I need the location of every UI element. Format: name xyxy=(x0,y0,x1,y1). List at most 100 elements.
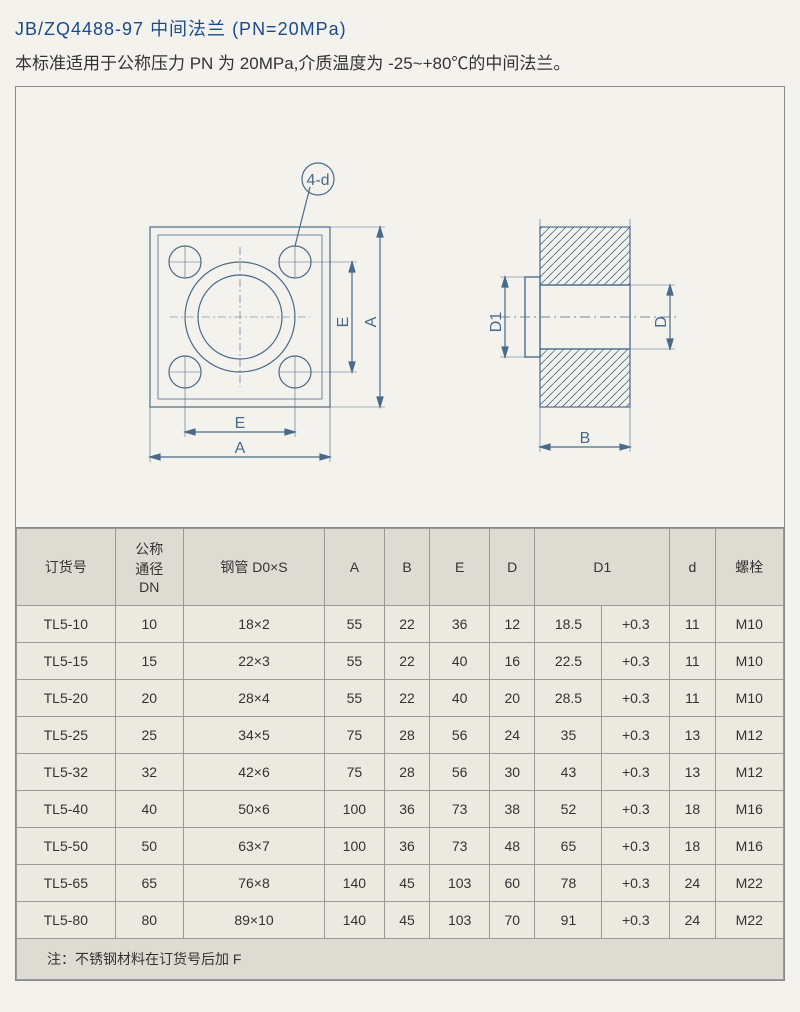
table-cell: 73 xyxy=(430,791,490,828)
svg-text:4-d: 4-d xyxy=(306,172,329,189)
table-cell: 70 xyxy=(490,902,535,939)
table-row: TL5-808089×10140451037091+0.324M22 xyxy=(17,902,784,939)
table-cell: 18×2 xyxy=(183,606,324,643)
table-cell: 91 xyxy=(535,902,602,939)
table-cell: 10 xyxy=(115,606,183,643)
table-cell: 28 xyxy=(384,754,429,791)
table-header: 订货号 xyxy=(17,529,116,606)
table-cell: M22 xyxy=(715,902,783,939)
table-cell: TL5-32 xyxy=(17,754,116,791)
table-cell: 100 xyxy=(325,791,385,828)
svg-text:D1: D1 xyxy=(488,312,505,333)
table-cell: 24 xyxy=(670,902,715,939)
table-cell: 20 xyxy=(490,680,535,717)
table-cell: 24 xyxy=(490,717,535,754)
table-cell: 25 xyxy=(115,717,183,754)
spec-table: 订货号公称通径DN钢管 D0×SABEDD1d螺栓 TL5-101018×255… xyxy=(16,528,784,980)
table-cell: M10 xyxy=(715,606,783,643)
table-cell: 103 xyxy=(430,865,490,902)
table-cell: 75 xyxy=(325,717,385,754)
svg-text:B: B xyxy=(580,430,591,447)
table-cell: 73 xyxy=(430,828,490,865)
svg-text:A: A xyxy=(235,440,246,457)
table-cell: 13 xyxy=(670,754,715,791)
table-cell: 48 xyxy=(490,828,535,865)
table-cell: +0.3 xyxy=(602,902,670,939)
table-cell: 55 xyxy=(325,680,385,717)
page-title: JB/ZQ4488-97 中间法兰 (PN=20MPa) xyxy=(15,15,785,41)
diagram-section: 4-d A E A xyxy=(16,87,784,528)
table-cell: 18 xyxy=(670,791,715,828)
table-cell: +0.3 xyxy=(602,643,670,680)
table-cell: TL5-25 xyxy=(17,717,116,754)
table-cell: TL5-15 xyxy=(17,643,116,680)
table-cell: 65 xyxy=(535,828,602,865)
table-cell: 52 xyxy=(535,791,602,828)
table-cell: 100 xyxy=(325,828,385,865)
table-note: 注：不锈钢材料在订货号后加 F xyxy=(17,939,784,980)
table-cell: 28 xyxy=(384,717,429,754)
table-header: D xyxy=(490,529,535,606)
table-cell: 22 xyxy=(384,606,429,643)
table-cell: 40 xyxy=(430,643,490,680)
table-cell: 16 xyxy=(490,643,535,680)
table-cell: 18.5 xyxy=(535,606,602,643)
table-cell: 28.5 xyxy=(535,680,602,717)
table-cell: TL5-20 xyxy=(17,680,116,717)
table-cell: TL5-50 xyxy=(17,828,116,865)
table-row: TL5-404050×610036733852+0.318M16 xyxy=(17,791,784,828)
table-cell: 50×6 xyxy=(183,791,324,828)
table-cell: 45 xyxy=(384,902,429,939)
table-cell: 35 xyxy=(535,717,602,754)
table-cell: TL5-10 xyxy=(17,606,116,643)
table-cell: M16 xyxy=(715,828,783,865)
table-cell: 40 xyxy=(430,680,490,717)
table-cell: +0.3 xyxy=(602,828,670,865)
table-cell: 22.5 xyxy=(535,643,602,680)
table-row: TL5-252534×57528562435+0.313M12 xyxy=(17,717,784,754)
table-cell: 40 xyxy=(115,791,183,828)
table-cell: +0.3 xyxy=(602,680,670,717)
table-header: 螺栓 xyxy=(715,529,783,606)
table-header: d xyxy=(670,529,715,606)
table-header: D1 xyxy=(535,529,670,606)
table-row: TL5-656576×8140451036078+0.324M22 xyxy=(17,865,784,902)
table-header: E xyxy=(430,529,490,606)
table-cell: 22 xyxy=(384,680,429,717)
table-cell: 89×10 xyxy=(183,902,324,939)
table-header: B xyxy=(384,529,429,606)
svg-text:D: D xyxy=(653,316,670,328)
table-cell: M12 xyxy=(715,717,783,754)
table-row: TL5-151522×35522401622.5+0.311M10 xyxy=(17,643,784,680)
table-cell: 45 xyxy=(384,865,429,902)
front-view-diagram: 4-d A E A xyxy=(90,127,410,487)
table-cell: 140 xyxy=(325,902,385,939)
table-cell: 60 xyxy=(490,865,535,902)
table-cell: M22 xyxy=(715,865,783,902)
table-cell: M12 xyxy=(715,754,783,791)
table-cell: TL5-40 xyxy=(17,791,116,828)
side-view-diagram: D D1 B xyxy=(450,127,710,487)
table-header: 公称通径DN xyxy=(115,529,183,606)
table-cell: 18 xyxy=(670,828,715,865)
table-cell: 22×3 xyxy=(183,643,324,680)
table-cell: 80 xyxy=(115,902,183,939)
table-cell: M10 xyxy=(715,680,783,717)
table-cell: 63×7 xyxy=(183,828,324,865)
table-cell: 20 xyxy=(115,680,183,717)
content-frame: 4-d A E A xyxy=(15,86,785,981)
table-cell: 43 xyxy=(535,754,602,791)
table-cell: TL5-65 xyxy=(17,865,116,902)
svg-text:E: E xyxy=(235,415,246,432)
table-cell: 56 xyxy=(430,717,490,754)
table-cell: +0.3 xyxy=(602,791,670,828)
svg-text:A: A xyxy=(363,316,380,327)
table-row: TL5-505063×710036734865+0.318M16 xyxy=(17,828,784,865)
table-cell: +0.3 xyxy=(602,606,670,643)
table-cell: 11 xyxy=(670,606,715,643)
table-cell: 36 xyxy=(384,791,429,828)
table-cell: 42×6 xyxy=(183,754,324,791)
table-cell: 30 xyxy=(490,754,535,791)
table-cell: 55 xyxy=(325,643,385,680)
table-cell: 34×5 xyxy=(183,717,324,754)
